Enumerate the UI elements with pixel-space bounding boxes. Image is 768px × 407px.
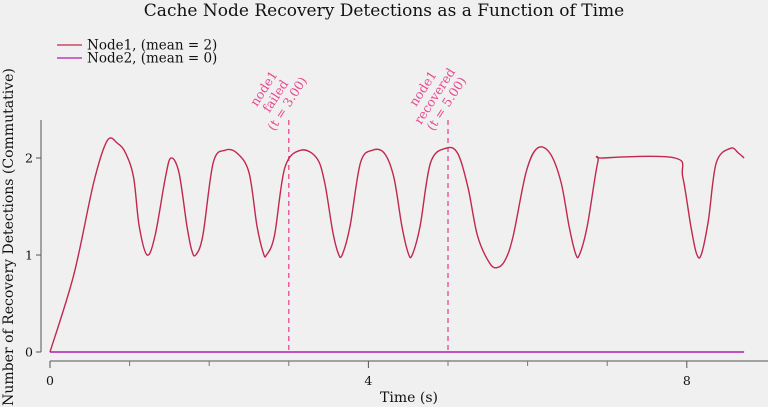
legend-label-node2: Node2, (mean = 0): [87, 51, 217, 67]
x-tick-label: 8: [683, 373, 691, 388]
legend: Node1, (mean = 2) Node2, (mean = 0): [57, 38, 217, 67]
x-tick-label: 0: [46, 373, 54, 388]
x-axis-label: Time (s): [380, 390, 438, 406]
y-axis-label: Number of Recovery Detections (Commutati…: [1, 68, 17, 406]
annotation-label: node1failed(t = 3.00): [241, 59, 310, 134]
series: [49, 137, 745, 353]
y-tick-label: 1: [25, 248, 33, 263]
annotation-label: node1recovered(t = 5.00): [399, 57, 470, 134]
chart-title: Cache Node Recovery Detections as a Func…: [144, 1, 624, 21]
series-line-1: [49, 137, 745, 353]
legend-label-node1: Node1, (mean = 2): [87, 38, 217, 54]
annotations: node1failed(t = 3.00) node1recovered(t = …: [241, 57, 470, 352]
y-tick-label: 2: [25, 151, 33, 166]
x-tick-label: 4: [364, 373, 372, 388]
x-ticks: 0 4 8: [46, 361, 691, 388]
y-tick-label: 0: [25, 345, 33, 360]
y-ticks: 0 1 2: [25, 151, 41, 360]
